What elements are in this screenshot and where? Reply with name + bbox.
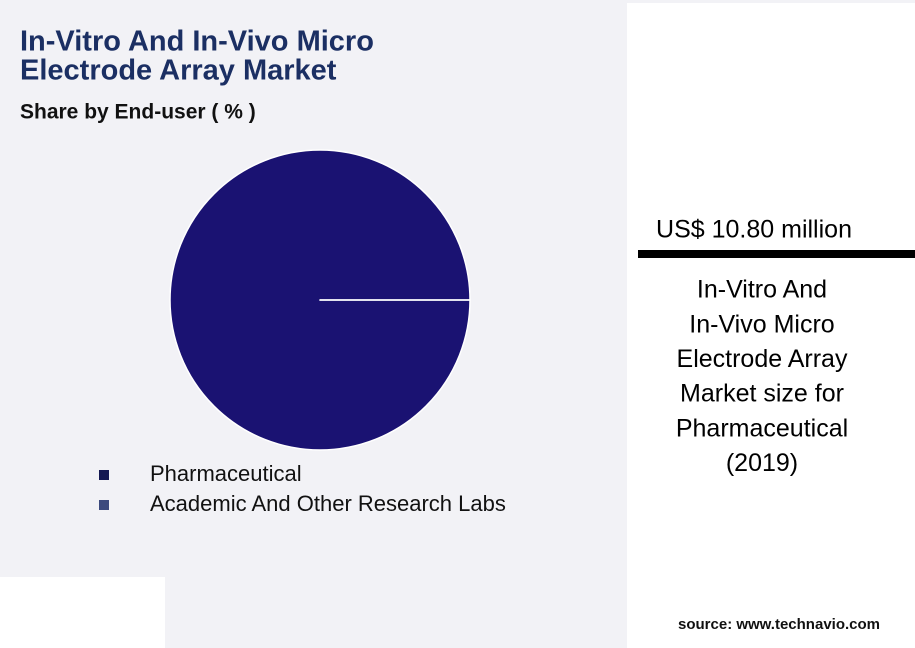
description-line: In-Vivo Micro [689,310,834,338]
chart-title: Electrode Array Market [20,55,337,87]
description-line: Electrode Array [677,345,848,373]
description-line: Pharmaceutical [676,414,848,442]
chart-subtitle: Share by End-user ( % ) [20,101,256,124]
headline-value: US$ 10.80 million [656,216,852,244]
side-panel [627,3,915,648]
divider [638,250,915,258]
legend-marker [99,470,109,480]
corner-panel [0,577,165,648]
legend-label: Pharmaceutical [150,461,302,486]
description-line: Market size for [680,380,844,408]
description-line: (2019) [726,449,798,477]
source: source: www.technavio.com [678,616,880,633]
chart-title: In-Vitro And In-Vivo Micro [20,26,374,58]
description-line: In-Vitro And [697,276,827,304]
legend-marker [99,500,109,510]
legend-label: Academic And Other Research Labs [150,491,506,516]
